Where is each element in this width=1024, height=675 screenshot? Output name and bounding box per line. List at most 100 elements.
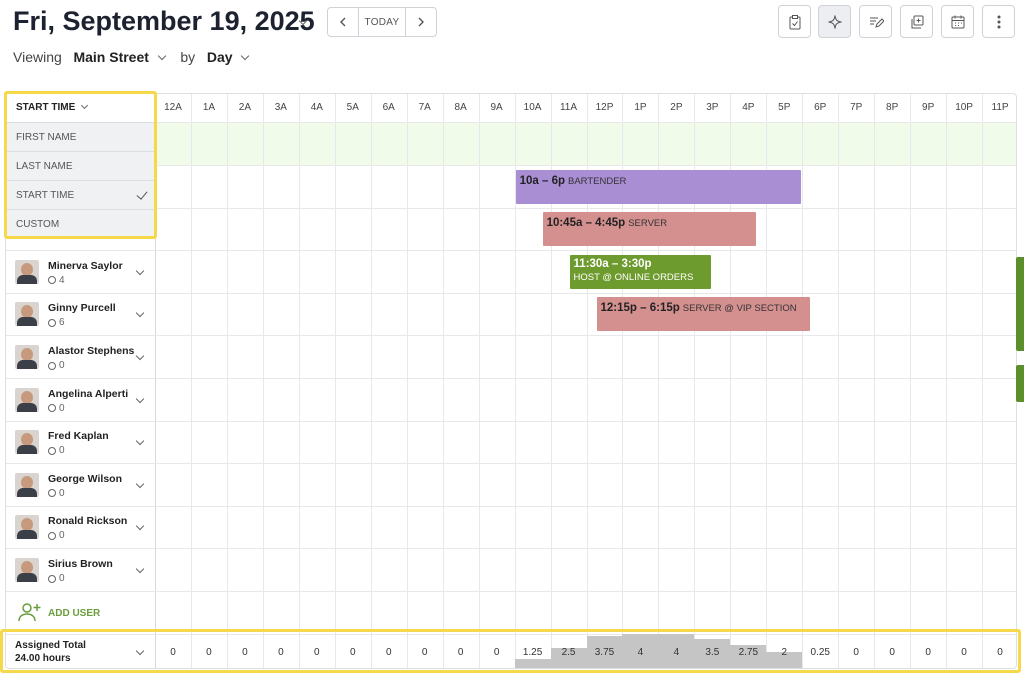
employee-row[interactable]: Ronald Rickson 0 xyxy=(6,506,155,548)
hour-total-value: 2.75 xyxy=(738,647,759,658)
avatar-body xyxy=(17,274,37,284)
grid-vline xyxy=(514,94,516,668)
sort-option-first-name[interactable]: FIRST NAME xyxy=(7,123,154,152)
employee-hours: 0 xyxy=(48,530,65,541)
employee-chevron-icon[interactable] xyxy=(135,436,145,446)
hour-total-value: 0 xyxy=(170,647,176,658)
hour-label: 9A xyxy=(490,102,503,113)
hour-total-value: 0 xyxy=(206,647,212,658)
employee-row[interactable]: George Wilson 0 xyxy=(6,464,155,506)
grid-vline xyxy=(622,94,624,668)
total-chevron-icon xyxy=(135,646,145,656)
hour-total-cell: 0 xyxy=(263,634,299,668)
hour-total-bar xyxy=(730,645,767,668)
employee-row[interactable]: Sirius Brown 0 xyxy=(6,549,155,591)
hour-total-value: 0 xyxy=(421,647,428,658)
hour-total-value: 1.25 xyxy=(522,647,543,658)
employee-hours-value: 0 xyxy=(59,445,65,457)
hour-total-value: 0 xyxy=(349,647,356,658)
today-button[interactable]: TODAY xyxy=(358,8,406,36)
hour-total-bar xyxy=(766,652,803,668)
avatar-head xyxy=(21,305,33,319)
employee-hours: 0 xyxy=(48,403,65,414)
sort-option-custom[interactable]: CUSTOM xyxy=(7,210,154,239)
sort-option-last-name[interactable]: LAST NAME xyxy=(7,152,154,181)
employee-chevron-icon[interactable] xyxy=(135,309,145,318)
assigned-total-toggle[interactable]: Assigned Total 24.00 hours xyxy=(6,634,155,668)
sort-chevron-icon xyxy=(81,101,89,110)
avatar-head xyxy=(21,390,33,404)
sort-menu-header[interactable]: START TIME xyxy=(7,94,154,123)
period-dropdown[interactable]: Day xyxy=(206,49,233,65)
hour-total-cell: 3.5 xyxy=(694,634,731,668)
employee-row[interactable]: Ginny Purcell 6 xyxy=(6,293,155,335)
avatar-head xyxy=(21,348,33,361)
assigned-total-hours: 24.00 hours xyxy=(15,653,71,664)
avatar-body xyxy=(17,360,37,369)
hour-total-cell: 0 xyxy=(946,634,982,668)
sort-dropdown-menu: START TIME FIRST NAME LAST NAME START TIME… xyxy=(4,91,157,239)
hour-total-value: 0 xyxy=(997,647,1003,658)
hour-total-bar xyxy=(586,636,623,668)
hour-label: 8A xyxy=(454,102,467,113)
grid-hline xyxy=(6,165,1016,166)
hour-total-bar xyxy=(514,658,551,668)
grid-vline xyxy=(298,94,300,668)
hour-label: 7P xyxy=(850,102,863,113)
hour-label: 6P xyxy=(814,102,827,113)
next-day-button[interactable] xyxy=(406,8,436,36)
grid-hline xyxy=(6,591,1016,592)
employee-row[interactable]: Angelina Alperti 0 xyxy=(6,379,155,421)
hour-total-cell: 2.5 xyxy=(550,634,587,668)
shift-block[interactable]: 11:30a – 3:30p HOST @ ONLINE ORDERS xyxy=(569,254,712,289)
copy-button[interactable] xyxy=(900,5,933,38)
employee-hours: 6 xyxy=(48,317,65,328)
employee-chevron-icon[interactable] xyxy=(135,266,145,276)
employee-chevron-icon[interactable] xyxy=(135,479,145,489)
hour-total-cell: 0 xyxy=(874,634,910,668)
sort-option-start-time[interactable]: START TIME xyxy=(7,181,154,210)
clipboard-check-button[interactable] xyxy=(778,5,811,38)
employee-chevron-icon[interactable] xyxy=(135,564,145,574)
employee-row[interactable]: Minerva Saylor 4 xyxy=(6,251,155,293)
location-dropdown[interactable]: Main Street xyxy=(73,49,149,65)
calendar-button[interactable] xyxy=(941,5,974,38)
clock-icon xyxy=(48,446,56,455)
more-options-button[interactable] xyxy=(982,5,1015,38)
previous-day-button[interactable] xyxy=(328,8,358,36)
employee-row[interactable]: Alastor Stephens 0 xyxy=(6,336,155,378)
shift-block[interactable]: 12:15p – 6:15p SERVER @ VIP SECTION xyxy=(596,297,811,332)
avatar xyxy=(15,430,39,455)
hour-label: 9P xyxy=(922,102,935,113)
add-user-button[interactable]: ADD USER xyxy=(6,592,155,634)
hour-label: 10A xyxy=(523,102,542,113)
edit-list-button[interactable] xyxy=(859,5,892,38)
hour-total-bar xyxy=(622,634,659,668)
chevron-right-icon xyxy=(418,17,424,27)
avatar-body xyxy=(17,573,37,582)
employee-chevron-icon[interactable] xyxy=(135,522,145,531)
employee-row[interactable]: Fred Kaplan 0 xyxy=(6,421,155,463)
hour-total-bar xyxy=(694,638,731,668)
hour-total-value: 0.25 xyxy=(810,647,830,658)
grid-vline xyxy=(910,94,912,668)
side-panel-tab[interactable] xyxy=(1016,257,1024,351)
employee-name: Alastor Stephens xyxy=(48,345,135,357)
location-chevron-icon xyxy=(157,51,166,61)
sort-option-label: LAST NAME xyxy=(16,161,73,172)
auto-schedule-button[interactable] xyxy=(818,5,851,38)
side-panel-tab-2[interactable] xyxy=(1016,365,1024,402)
grid-vline xyxy=(694,94,696,668)
open-shifts-row[interactable] xyxy=(155,123,1016,165)
hour-total-value: 2 xyxy=(781,647,788,658)
add-user-icon xyxy=(18,602,41,621)
view-selector-row: Viewing Main Street by Day xyxy=(13,49,250,65)
shift-block[interactable]: 10:45a – 4:45p SERVER xyxy=(542,212,757,247)
shift-block[interactable]: 10a – 6p BARTENDER xyxy=(515,169,802,204)
avatar-head xyxy=(21,518,33,532)
check-icon xyxy=(136,188,148,200)
employee-chevron-icon[interactable] xyxy=(135,394,145,403)
employee-chevron-icon[interactable] xyxy=(135,351,145,361)
hour-label: 11A xyxy=(559,102,578,113)
grid-vline xyxy=(982,94,984,668)
